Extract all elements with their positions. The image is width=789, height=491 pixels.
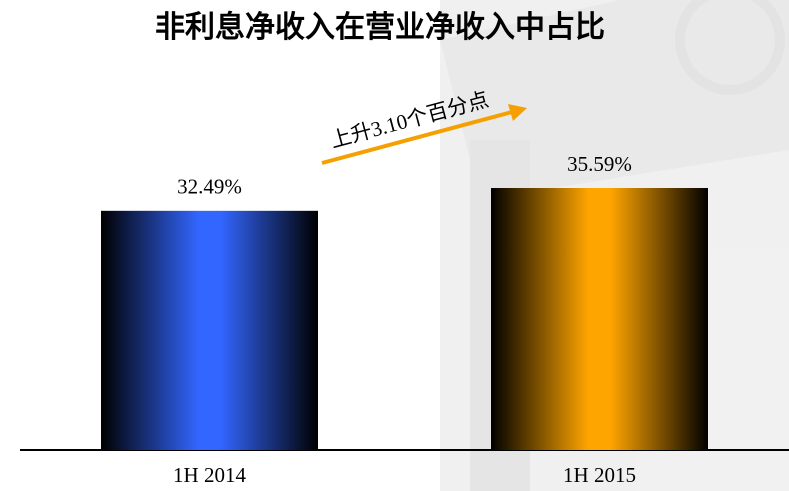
bar: [101, 210, 318, 450]
trend-arrow: [321, 110, 513, 165]
value-label: 32.49%: [177, 175, 242, 199]
value-label: 35.59%: [567, 152, 632, 176]
arrow-head: [508, 104, 527, 121]
x-tick-label: 1H 2014: [173, 463, 246, 487]
chart-title: 非利息净收入在营业净收入中占比: [155, 10, 605, 44]
bar: [491, 188, 708, 450]
x-tick-label: 1H 2015: [563, 463, 636, 487]
